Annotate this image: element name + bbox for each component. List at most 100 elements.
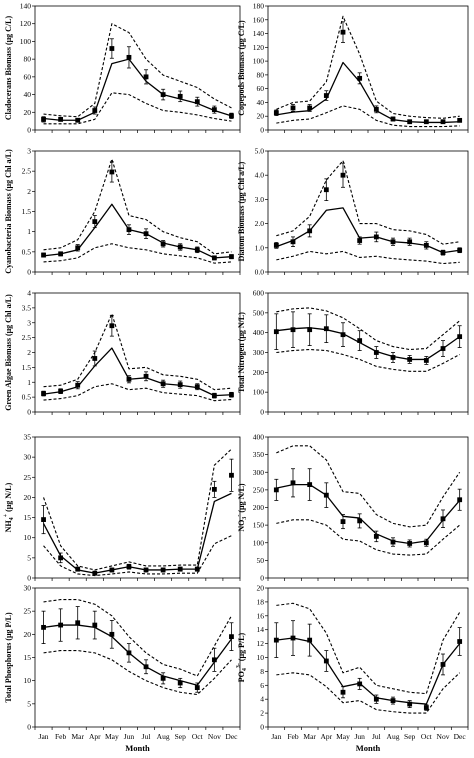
- observed-point: [143, 664, 149, 670]
- plot-frame: [34, 150, 241, 273]
- y-tick-label: 6: [260, 681, 264, 690]
- observed-point: [440, 516, 446, 522]
- y-tick-label: 50: [257, 556, 265, 565]
- chart-panel-5: 0 0.5 1 1.5 2 2.5 3 3.5 4 Green Algae Biomass (μg…: [4, 289, 241, 417]
- observed-point: [340, 172, 346, 178]
- observed-point: [58, 388, 64, 394]
- y-tick-label: 0: [260, 126, 264, 135]
- observed-point: [109, 631, 115, 637]
- observed-point: [211, 107, 217, 113]
- observed-point: [109, 46, 115, 51]
- y-tick-label: 0: [260, 408, 264, 417]
- y-tick-label: 3: [27, 318, 31, 327]
- observed-point: [41, 116, 46, 122]
- observed-point: [390, 239, 396, 245]
- plot-frame: [34, 587, 241, 728]
- y-tick-label: 350: [253, 450, 265, 459]
- observed-point: [290, 480, 296, 486]
- dashed-bound-line: [43, 599, 232, 677]
- x-tick-label: May: [105, 732, 119, 741]
- y-tick-label: 2: [27, 187, 31, 196]
- dashed-bound-line: [43, 313, 232, 391]
- simulated-line: [276, 207, 460, 254]
- y-tick-label: 2.0: [255, 219, 265, 228]
- observed-point: [307, 482, 313, 487]
- y-tick-label: 10: [257, 653, 265, 662]
- dashed-bound-line: [43, 649, 232, 696]
- y-tick-label: 400: [253, 433, 265, 442]
- observed-point: [160, 567, 166, 573]
- observed-point: [75, 245, 81, 251]
- observed-point: [357, 518, 363, 524]
- observed-point: [58, 555, 64, 561]
- observed-point: [92, 570, 98, 576]
- observed-point: [357, 681, 363, 687]
- y-tick-label: 100: [253, 57, 265, 66]
- y-tick-label: 100: [253, 388, 265, 397]
- observed-point: [457, 334, 463, 340]
- observed-point: [177, 680, 183, 686]
- observed-point: [41, 624, 46, 630]
- y-tick-label: 250: [253, 485, 265, 494]
- observed-point: [423, 540, 429, 546]
- observed-point: [211, 393, 217, 399]
- chart-panel-8: 0 50 100 150 200 250 300 350 400 NO3- (μg N/L): [236, 433, 469, 583]
- x-tick-label: Nov: [208, 732, 221, 741]
- observed-point: [177, 382, 183, 388]
- observed-point: [75, 117, 81, 123]
- plot-frame: [34, 292, 241, 413]
- y-tick-label: 100: [253, 538, 265, 547]
- plot-frame: [267, 150, 469, 273]
- observed-point: [323, 187, 329, 193]
- observed-point: [229, 634, 234, 640]
- observed-point: [407, 239, 413, 245]
- dashed-bound-line: [276, 160, 460, 245]
- y-tick-label: 160: [253, 15, 265, 24]
- y-axis-label: Total Phosphorus (μg P/L): [4, 612, 13, 703]
- y-tick-label: 300: [253, 468, 265, 477]
- y-tick-label: 15: [24, 513, 32, 522]
- simulated-line: [276, 637, 461, 705]
- dashed-bound-line: [43, 243, 232, 264]
- y-tick-label: 140: [253, 29, 265, 38]
- observed-point: [58, 622, 64, 628]
- dashed-bound-line: [43, 448, 232, 571]
- observed-point: [307, 105, 313, 111]
- y-tick-label: 300: [253, 348, 265, 357]
- dashed-bound-line: [43, 92, 232, 125]
- y-tick-label: 14: [257, 625, 265, 634]
- observed-point: [126, 376, 132, 382]
- observed-point: [273, 110, 279, 116]
- x-tick-label: Apr: [320, 732, 332, 741]
- y-axis-label: NH4+ (μg N/L): [3, 482, 15, 532]
- observed-point: [457, 639, 463, 644]
- y-tick-label: 1: [27, 378, 31, 387]
- chart-panel-2: 0 20 40 60 80 100 120 140 160 180 Copepods Biomass…: [237, 2, 469, 135]
- observed-point: [440, 662, 446, 667]
- observed-point: [373, 106, 379, 112]
- x-tick-label: Aug: [157, 732, 170, 741]
- observed-point: [440, 346, 446, 351]
- observed-point: [357, 75, 363, 81]
- observed-point: [373, 350, 379, 355]
- observed-point: [340, 689, 346, 695]
- y-tick-label: 120: [20, 19, 32, 28]
- observed-point: [307, 637, 313, 643]
- x-tick-label: Jun: [354, 732, 365, 741]
- observed-point: [357, 238, 363, 243]
- observed-point: [92, 356, 98, 361]
- observed-point: [340, 29, 346, 35]
- y-tick-label: 3: [27, 147, 31, 156]
- observed-point: [194, 99, 200, 105]
- observed-point: [143, 74, 149, 80]
- y-tick-label: 0.5: [22, 393, 32, 402]
- observed-point: [194, 566, 200, 572]
- y-tick-label: 0: [27, 408, 31, 417]
- y-tick-label: 60: [257, 84, 265, 93]
- observed-point: [440, 119, 446, 125]
- observed-point: [109, 323, 115, 329]
- x-tick-label: Nov: [437, 732, 450, 741]
- y-tick-label: 20: [257, 112, 265, 121]
- observed-point: [177, 566, 183, 572]
- y-tick-label: 20: [257, 584, 265, 593]
